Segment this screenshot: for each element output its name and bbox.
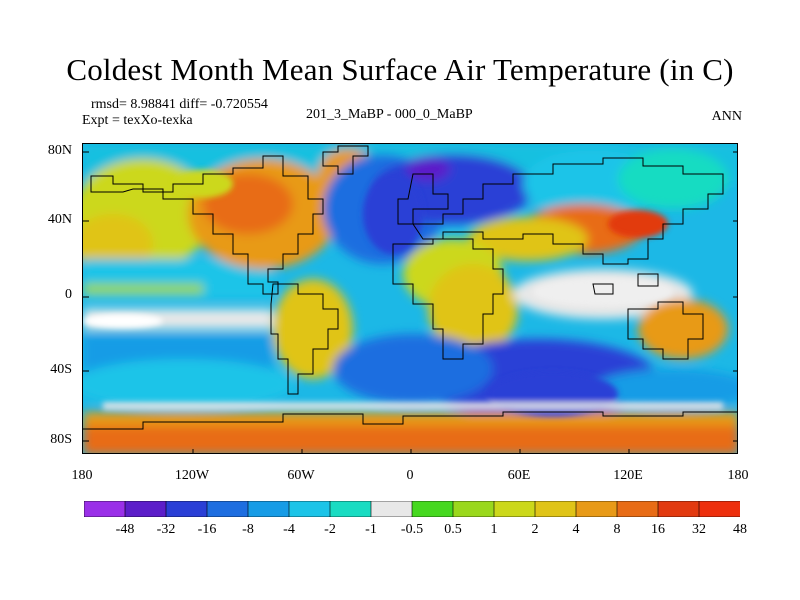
season-label: ANN: [711, 109, 742, 124]
colorbar-label: -32: [156, 522, 176, 537]
colorbar-swatch: [370, 501, 413, 517]
colorbar-swatch: [698, 501, 740, 517]
lon-label-60w: 60W: [287, 468, 315, 483]
colorbar-label: 8: [613, 522, 621, 537]
rmsd-diff-stats: rmsd= 8.98841 diff= -0.720554: [91, 97, 268, 112]
lat-label-80s: 80S: [50, 432, 72, 447]
colorbar-swatch: [247, 501, 290, 517]
colorbar-swatch: [616, 501, 659, 517]
lat-label-80n: 80N: [47, 143, 72, 158]
lon-label-60e: 60E: [507, 468, 531, 483]
colorbar-label: -0.5: [400, 522, 424, 537]
map-svg: [83, 144, 737, 453]
colorbar-label: -8: [242, 522, 254, 537]
colorbar-swatch: [288, 501, 331, 517]
colorbar-swatch: [657, 501, 700, 517]
colorbar-swatch: [452, 501, 495, 517]
lat-label-0: 0: [65, 287, 72, 302]
coastlines: [83, 145, 737, 430]
lat-label-40s: 40S: [50, 362, 72, 377]
experiment-difference-subtitle: 201_3_MaBP - 000_0_MaBP: [306, 107, 473, 122]
colorbar-swatch: [575, 501, 618, 517]
lon-label-180-east: 180: [727, 468, 749, 483]
colorbar-label: 1: [490, 522, 498, 537]
colorbar-label: -2: [324, 522, 336, 537]
lat-label-40n: 40N: [47, 212, 72, 227]
colorbar-swatch: [411, 501, 454, 517]
colorbar-swatch: [534, 501, 577, 517]
colorbar-swatch: [124, 501, 167, 517]
temperature-difference-map: [82, 143, 738, 454]
colorbar-swatch: [165, 501, 208, 517]
experiment-label: Expt = texXo-texka: [82, 113, 193, 128]
colorbar-label: -16: [197, 522, 217, 537]
lon-label-120e: 120E: [613, 468, 643, 483]
lon-label-120w: 120W: [174, 468, 210, 483]
colorbar: [84, 501, 740, 517]
colorbar-swatch: [329, 501, 372, 517]
figure-title: Coldest Month Mean Surface Air Temperatu…: [66, 52, 734, 87]
colorbar-label: -1: [365, 522, 377, 537]
colorbar-label: 0.5: [444, 522, 462, 537]
colorbar-swatch: [493, 501, 536, 517]
colorbar-swatch: [206, 501, 249, 517]
colorbar-label: -4: [283, 522, 295, 537]
colorbar-label: 16: [651, 522, 665, 537]
colorbar-label: 2: [531, 522, 539, 537]
colorbar-label: 48: [733, 522, 747, 537]
lon-label-180-west: 180: [71, 468, 93, 483]
axis-ticks: [83, 151, 737, 453]
lon-label-0: 0: [406, 468, 414, 483]
colorbar-swatch: [84, 501, 126, 517]
colorbar-label: 32: [692, 522, 706, 537]
colorbar-label: -48: [115, 522, 135, 537]
colorbar-label: 4: [572, 522, 580, 537]
temperature-field: [83, 144, 737, 453]
